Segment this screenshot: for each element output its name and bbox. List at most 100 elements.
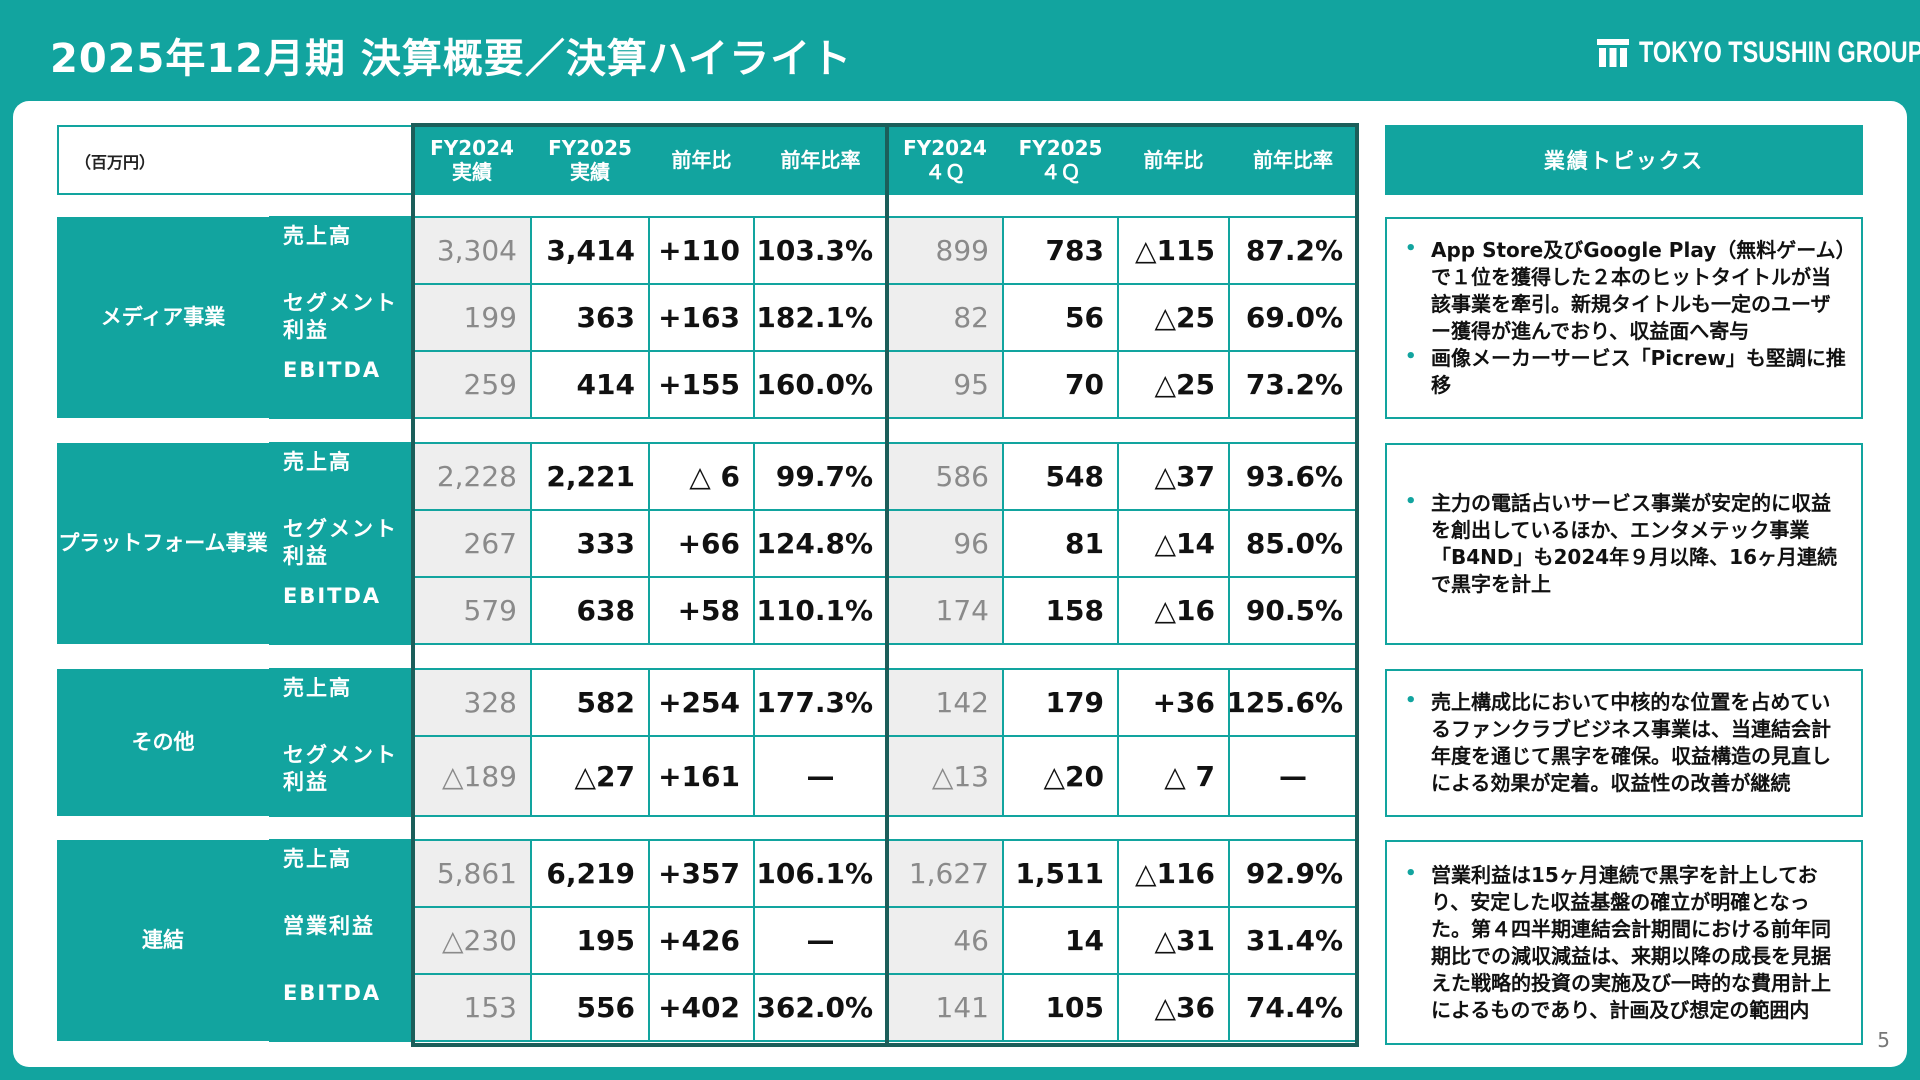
value-cell: +66 — [649, 510, 754, 577]
value: 333 — [576, 527, 635, 560]
column-divider — [530, 217, 532, 418]
value-cell: △25 — [1118, 284, 1229, 351]
topic-box: App Store及びGoogle Play（無料ゲーム）で１位を獲得した２本の… — [1385, 217, 1863, 419]
value-cell: 110.1% — [754, 577, 887, 644]
value-cell: 783 — [1003, 217, 1118, 284]
metric-label: 売上高 — [269, 669, 413, 736]
value-cell: +357 — [649, 840, 754, 907]
value-cell: 638 — [531, 577, 649, 644]
value-cell: 125.6% — [1226, 669, 1357, 736]
value-cell: +36 — [1118, 669, 1229, 736]
column-divider — [412, 217, 414, 418]
topic-item: 売上構成比において中核的な位置を占めているファンクラブビジネス事業は、当連結会計… — [1401, 689, 1849, 797]
unit-label: （百万円） — [75, 153, 156, 172]
topic-box: 売上構成比において中核的な位置を占めているファンクラブビジネス事業は、当連結会計… — [1385, 669, 1863, 817]
column-header-line1: 前年比率 — [780, 148, 861, 172]
column-divider — [412, 669, 414, 816]
value-cell: △230 — [413, 907, 531, 974]
column-divider — [1117, 443, 1119, 644]
metric-name: EBITDA — [283, 358, 382, 382]
column-divider — [886, 443, 888, 644]
column-header-line1: 前年比 — [671, 148, 732, 172]
row-divider — [269, 350, 1357, 352]
value-cell: 199 — [413, 284, 531, 351]
row-divider — [269, 576, 1357, 578]
value-cell: △ 7 — [1118, 736, 1229, 816]
row-divider — [269, 442, 1357, 444]
column-header: FY2024 ４Ｑ — [887, 125, 1003, 195]
topic-item: 主力の電話占いサービス事業が安定的に収益を創出しているほか、エンタメテック事業「… — [1401, 490, 1849, 598]
value: 90.5% — [1245, 594, 1343, 627]
value: △31 — [1154, 924, 1216, 957]
value-cell: +402 — [649, 974, 754, 1041]
value-cell: 69.0% — [1229, 284, 1357, 351]
value-cell: 6,219 — [531, 840, 649, 907]
metric-name: 営業利益 — [283, 914, 375, 938]
value: △116 — [1135, 857, 1215, 890]
value: △230 — [442, 924, 517, 957]
column-divider — [530, 443, 532, 644]
segment-name: 連結 — [142, 927, 184, 952]
value-cell: 3,414 — [531, 217, 649, 284]
row-divider — [269, 668, 1357, 670]
value: 82 — [953, 301, 989, 334]
topic-list: App Store及びGoogle Play（無料ゲーム）で１位を獲得した２本の… — [1401, 237, 1849, 399]
topic-item: 画像メーカーサービス「Picrew」も堅調に推移 — [1401, 345, 1849, 399]
topic-list: 主力の電話占いサービス事業が安定的に収益を創出しているほか、エンタメテック事業「… — [1401, 490, 1849, 598]
value: △27 — [574, 759, 636, 793]
value: 6,219 — [546, 857, 635, 890]
value-cell: △16 — [1118, 577, 1229, 644]
value-cell: △13 — [887, 736, 1003, 816]
tt-logo-icon — [1597, 39, 1629, 67]
value: 556 — [576, 991, 635, 1024]
value-cell: +110 — [649, 217, 754, 284]
value: +161 — [658, 759, 740, 793]
metric-name: セグメント利益 — [283, 517, 398, 569]
value: 105 — [1045, 991, 1104, 1024]
value: 73.2% — [1245, 368, 1343, 401]
value-cell: 899 — [887, 217, 1003, 284]
value-cell: 174 — [887, 577, 1003, 644]
topic-item: App Store及びGoogle Play（無料ゲーム）で１位を獲得した２本の… — [1401, 237, 1849, 345]
column-header-line1: FY2024 — [430, 136, 514, 160]
value-cell: 153 — [413, 974, 531, 1041]
value-cell: △189 — [413, 736, 531, 816]
row-divider — [269, 417, 1357, 419]
value: 1,511 — [1015, 857, 1104, 890]
value: 899 — [935, 234, 989, 267]
topic-box: 主力の電話占いサービス事業が安定的に収益を創出しているほか、エンタメテック事業「… — [1385, 443, 1863, 645]
metric-label: セグメント利益 — [269, 284, 413, 351]
column-divider — [1117, 217, 1119, 418]
value: 5,861 — [436, 857, 517, 890]
column-divider — [530, 669, 532, 816]
column-divider — [648, 840, 650, 1041]
value: 56 — [1065, 301, 1104, 334]
value-cell: 87.2% — [1229, 217, 1357, 284]
column-header-line2: ４Ｑ — [1040, 160, 1081, 184]
metric-name: 売上高 — [283, 450, 352, 474]
value-cell: +155 — [649, 351, 754, 418]
value-cell: +163 — [649, 284, 754, 351]
value: 783 — [1045, 234, 1104, 267]
value-cell: △20 — [1003, 736, 1118, 816]
value-cell: 46 — [887, 907, 1003, 974]
column-divider — [753, 443, 755, 644]
value: 46 — [953, 924, 989, 957]
value: 81 — [1065, 527, 1104, 560]
value: △189 — [442, 759, 517, 793]
value: 124.8% — [756, 527, 873, 560]
value-cell: 177.3% — [754, 669, 887, 736]
value-cell: 93.6% — [1229, 443, 1357, 510]
column-header: 前年比率 — [1229, 125, 1357, 195]
column-divider — [530, 840, 532, 1041]
value: +426 — [658, 924, 740, 957]
value-cell: 96 — [887, 510, 1003, 577]
unit-label-cell: （百万円） — [57, 125, 413, 195]
column-divider — [886, 217, 888, 418]
value: 1,627 — [908, 857, 989, 890]
value-cell: 14 — [1003, 907, 1118, 974]
metric-name: セグメント利益 — [283, 743, 398, 795]
column-divider — [1002, 443, 1004, 644]
column-header: FY2024 実績 — [413, 125, 531, 195]
value: 74.4% — [1245, 991, 1343, 1024]
